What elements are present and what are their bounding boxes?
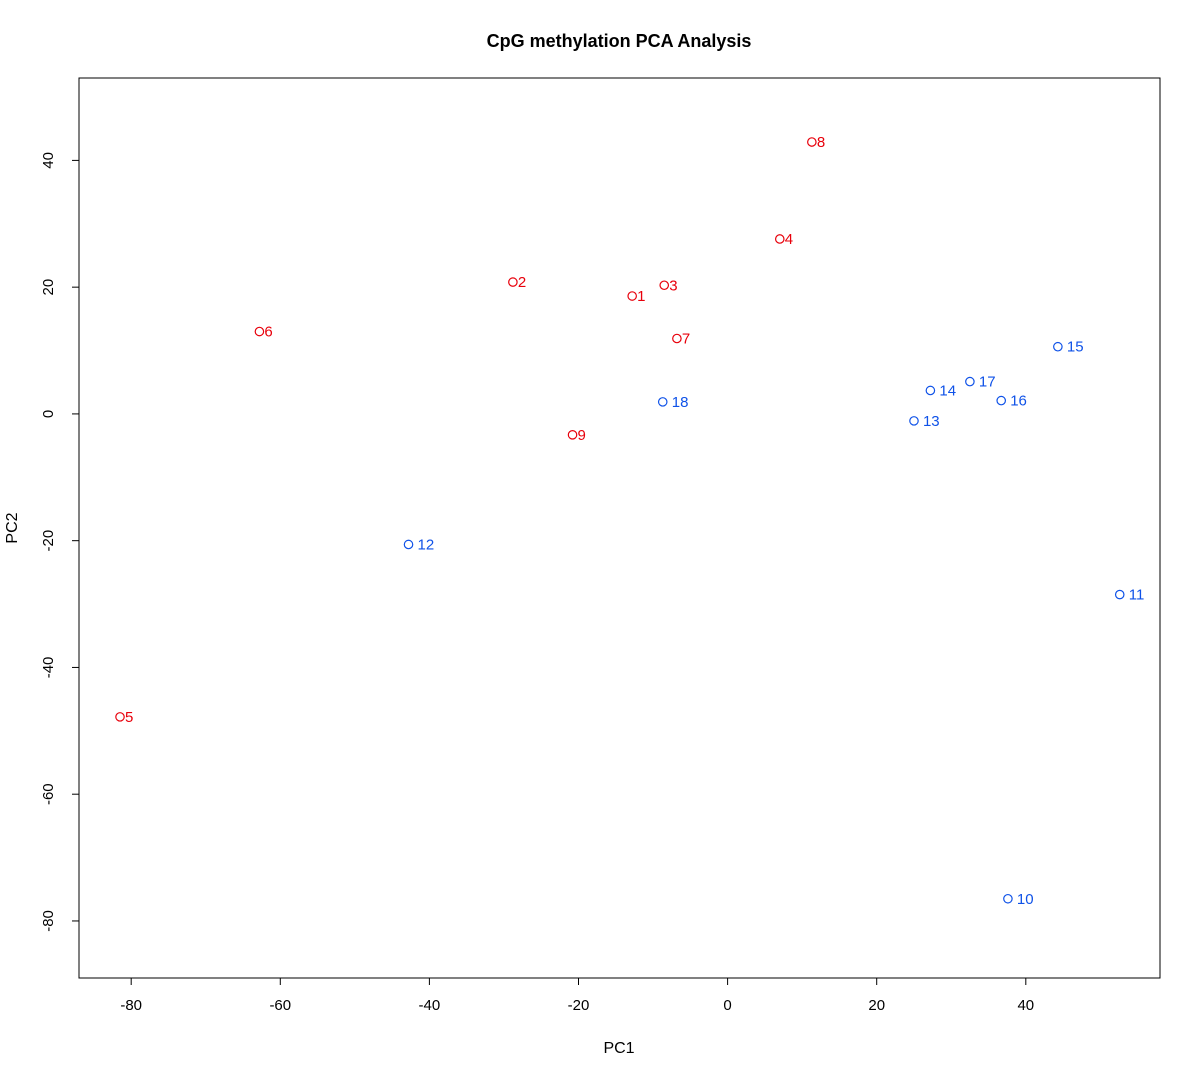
x-axis-label: PC1 bbox=[603, 1040, 634, 1057]
data-point bbox=[508, 277, 518, 287]
y-tick-label: -40 bbox=[40, 657, 57, 679]
data-point-label: 18 bbox=[672, 394, 689, 411]
x-tick-label: -80 bbox=[120, 997, 142, 1014]
data-point bbox=[672, 333, 682, 344]
data-point-label: 5 bbox=[125, 709, 133, 726]
data-point bbox=[925, 385, 936, 396]
x-axis: -80 -60 -40 -20 0 20 40 bbox=[120, 977, 1034, 1014]
x-tick-label: -40 bbox=[419, 997, 441, 1014]
data-point-label: 16 bbox=[1010, 393, 1027, 410]
data-point bbox=[657, 397, 668, 407]
y-tick-label: 0 bbox=[40, 410, 57, 418]
data-point bbox=[909, 416, 919, 426]
data-point bbox=[1114, 589, 1125, 600]
data-point-label: 3 bbox=[669, 277, 677, 294]
data-point bbox=[627, 291, 637, 301]
chart-title: CpG methylation PCA Analysis bbox=[487, 31, 752, 51]
y-axis: -80 -60 -40 -20 0 20 40 bbox=[40, 152, 80, 932]
x-tick-label: 40 bbox=[1017, 997, 1034, 1014]
y-axis-label: PC2 bbox=[4, 512, 21, 543]
data-point bbox=[659, 280, 670, 291]
data-point bbox=[1003, 893, 1013, 904]
x-tick-label: 0 bbox=[723, 997, 731, 1014]
data-point-label: 2 bbox=[518, 274, 526, 291]
y-tick-label: 20 bbox=[40, 279, 57, 296]
data-point bbox=[1053, 341, 1063, 352]
x-tick-label: -60 bbox=[269, 997, 291, 1014]
x-tick-label: 20 bbox=[868, 997, 885, 1014]
data-point-label: 10 bbox=[1017, 891, 1034, 908]
data-point bbox=[774, 234, 785, 244]
y-tick-label: -60 bbox=[40, 783, 57, 805]
data-point bbox=[807, 137, 817, 147]
data-point-label: 7 bbox=[682, 330, 690, 347]
data-point-label: 14 bbox=[939, 382, 956, 399]
data-point-label: 1 bbox=[637, 288, 645, 305]
data-point-label: 8 bbox=[817, 134, 825, 151]
y-tick-label: 40 bbox=[40, 152, 57, 169]
data-point bbox=[115, 712, 125, 722]
y-tick-label: -80 bbox=[40, 910, 57, 932]
data-point-label: 6 bbox=[264, 324, 272, 341]
data-point-label: 9 bbox=[578, 427, 586, 444]
data-point bbox=[567, 430, 578, 440]
data-point-label: 17 bbox=[979, 374, 996, 391]
data-point-label: 15 bbox=[1067, 339, 1084, 356]
plot-area-border bbox=[78, 77, 1161, 979]
y-tick-label: -20 bbox=[40, 530, 57, 552]
data-point bbox=[965, 376, 975, 387]
data-point bbox=[254, 326, 265, 337]
data-point-label: 13 bbox=[923, 413, 940, 430]
data-point bbox=[996, 395, 1007, 406]
data-point bbox=[403, 539, 414, 550]
data-point-label: 12 bbox=[418, 536, 435, 553]
data-point-label: 4 bbox=[785, 231, 793, 248]
data-point-label: 11 bbox=[1129, 587, 1145, 604]
x-tick-label: -20 bbox=[568, 997, 590, 1014]
